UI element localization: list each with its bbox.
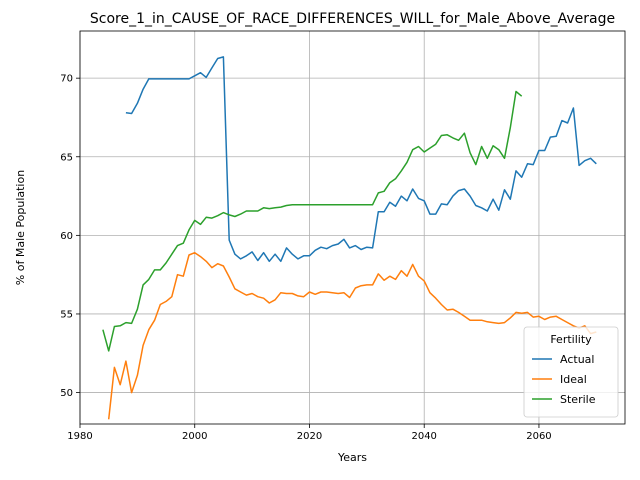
x-tick-label: 1980 <box>67 431 92 442</box>
x-tick-label: 2020 <box>297 431 322 442</box>
series-line-ideal <box>107 251 597 420</box>
x-axis-ticks: 1980 2000 2020 2040 2060 <box>67 424 552 442</box>
y-tick-label: 55 <box>60 309 73 320</box>
y-tick-label: 60 <box>60 231 73 242</box>
legend-items: Actual Ideal Sterile <box>532 353 596 406</box>
legend-label-sterile: Sterile <box>560 393 596 406</box>
series-line-actual <box>125 56 597 263</box>
legend-label-ideal: Ideal <box>560 373 587 386</box>
y-tick-label: 65 <box>60 152 73 163</box>
x-tick-label: 2040 <box>411 431 436 442</box>
x-tick-label: 2060 <box>526 431 551 442</box>
y-axis-ticks: 50 55 60 65 70 <box>60 74 80 399</box>
y-tick-label: 70 <box>60 74 73 85</box>
legend: Fertility Actual Ideal Sterile <box>523 326 619 418</box>
legend-box <box>523 326 619 418</box>
grid-lines <box>79 31 625 424</box>
x-tick-label: 2000 <box>182 431 207 442</box>
legend-label-actual: Actual <box>560 353 594 366</box>
chart-title: Score_1_in_CAUSE_OF_RACE_DIFFERENCES_WIL… <box>90 11 615 27</box>
y-tick-label: 50 <box>60 388 73 399</box>
x-axis-label: Years <box>337 451 367 464</box>
series-line-sterile <box>102 90 523 352</box>
legend-title: Fertility <box>550 333 592 346</box>
series-lines <box>102 56 597 420</box>
y-axis-label: % of Male Population <box>14 170 27 285</box>
plot-frame <box>79 30 626 425</box>
